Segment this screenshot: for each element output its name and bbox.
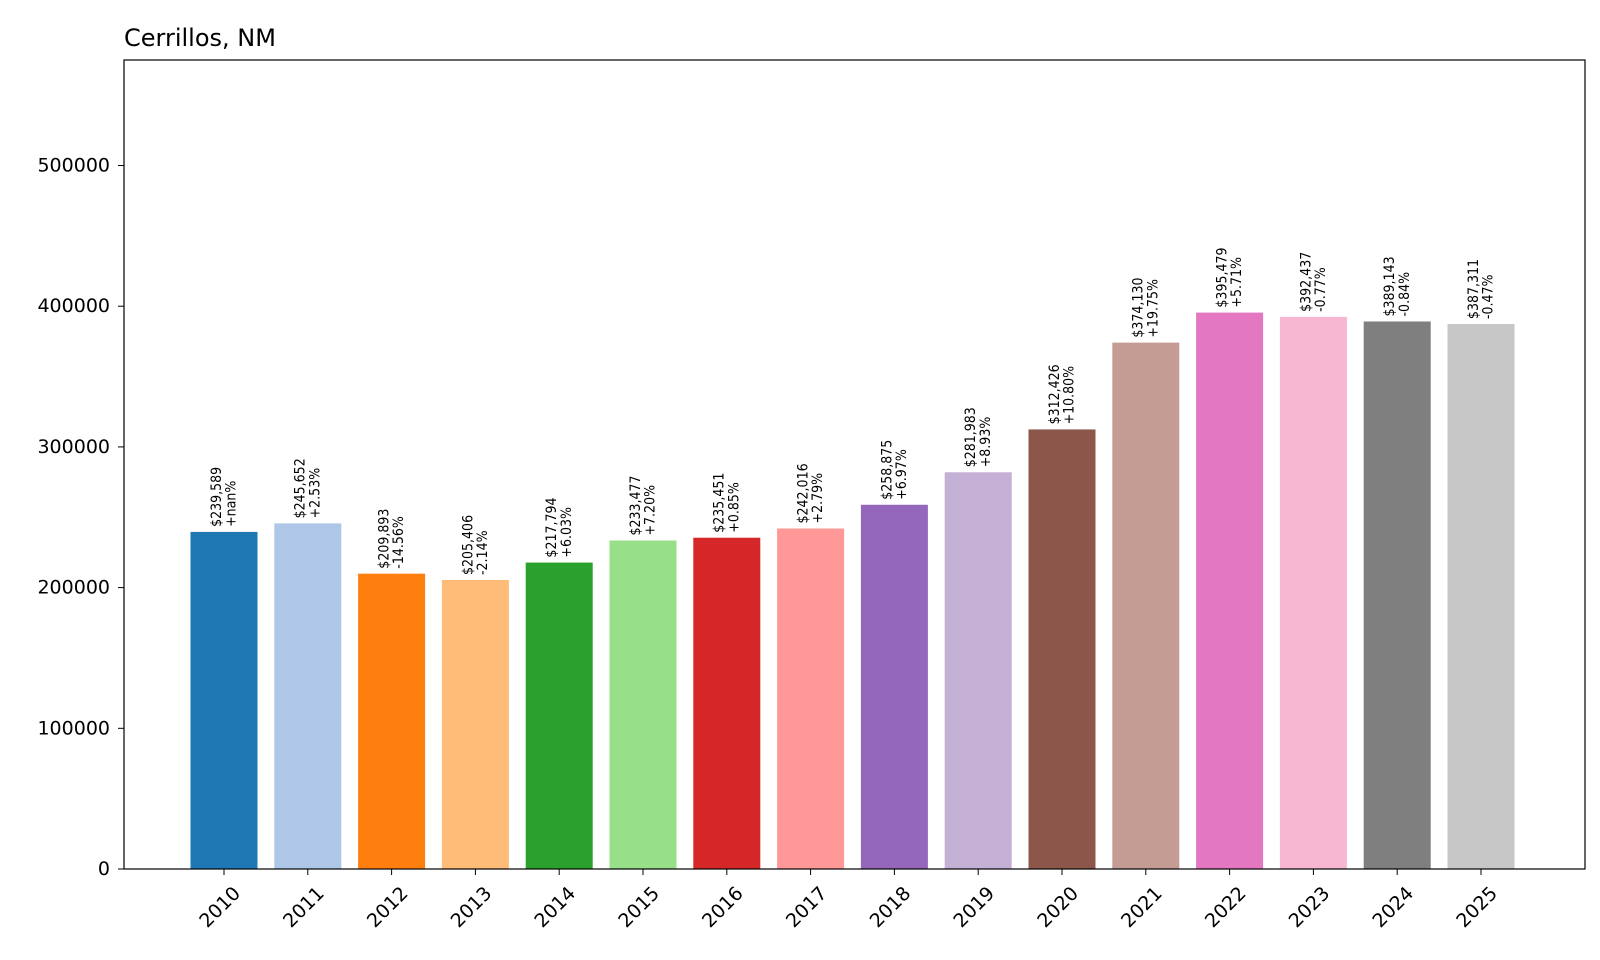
- bar-2019: [944, 472, 1012, 869]
- value-label-2011: $245,652: [293, 458, 309, 518]
- bar-2022: [1196, 312, 1264, 870]
- bar-2010: [190, 531, 258, 869]
- bar-label-2019: $281,983+8.93%: [963, 407, 994, 467]
- change-label-2014: +6.03%: [559, 507, 575, 558]
- y-tick-label-400000: 400000: [37, 295, 110, 317]
- x-tick-label-2024: 2024: [1368, 882, 1418, 932]
- bar-label-2023: $392,437-0.77%: [1298, 252, 1329, 312]
- bar-2017: [777, 528, 845, 869]
- bar-label-2013: $205,406-2.14%: [460, 515, 491, 575]
- x-tick-label-2011: 2011: [279, 882, 329, 932]
- y-tick-label-100000: 100000: [37, 717, 110, 739]
- change-label-2025: -0.47%: [1481, 274, 1497, 319]
- bar-label-2015: $233,477+7.20%: [628, 475, 659, 535]
- bar-labels-group: $239,589+nan% $245,652+2.53% $209,893-14.5…: [209, 247, 1497, 575]
- x-tick-label-2016: 2016: [698, 882, 748, 932]
- bar-label-2017: $242,016+2.79%: [796, 463, 827, 523]
- y-tick-label-300000: 300000: [37, 436, 110, 458]
- change-label-2019: +8.93%: [978, 417, 994, 468]
- bar-2013: [441, 580, 509, 869]
- bar-2012: [358, 573, 426, 869]
- change-label-2024: -0.84%: [1397, 272, 1413, 317]
- x-tick-label-2015: 2015: [614, 882, 664, 932]
- bar-2016: [693, 537, 761, 869]
- change-label-2015: +7.20%: [643, 485, 659, 536]
- bar-2018: [860, 504, 928, 869]
- chart-title: Cerrillos, NM: [124, 24, 276, 52]
- change-label-2016: +0.85%: [726, 482, 742, 533]
- bar-label-2021: $374,130+19.75%: [1131, 278, 1162, 338]
- change-label-2012: -14.56%: [391, 516, 407, 569]
- y-tick-label-500000: 500000: [37, 155, 110, 177]
- x-tick-label-2017: 2017: [782, 882, 832, 932]
- change-label-2023: -0.77%: [1313, 267, 1329, 312]
- value-label-2010: $239,589: [209, 467, 225, 527]
- change-label-2013: -2.14%: [475, 530, 491, 575]
- bar-label-2010: $239,589+nan%: [209, 467, 240, 527]
- value-label-2025: $387,311: [1466, 259, 1482, 319]
- x-tick-label-2020: 2020: [1033, 882, 1083, 932]
- bar-label-2018: $258,875+6.97%: [879, 440, 910, 500]
- change-label-2011: +2.53%: [307, 468, 323, 519]
- value-label-2014: $217,794: [544, 497, 560, 557]
- value-label-2024: $389,143: [1382, 256, 1398, 316]
- change-label-2022: +5.71%: [1229, 257, 1245, 308]
- bar-label-2022: $395,479+5.71%: [1215, 247, 1246, 307]
- bar-2014: [525, 562, 593, 869]
- plot-frame: [123, 59, 1586, 870]
- bar-2011: [274, 523, 342, 869]
- x-tick-label-2014: 2014: [530, 882, 580, 932]
- value-label-2016: $235,451: [712, 473, 728, 533]
- bar-2015: [609, 540, 677, 869]
- x-tick-label-2021: 2021: [1117, 882, 1167, 932]
- value-label-2015: $233,477: [628, 475, 644, 535]
- x-tick-label-2025: 2025: [1452, 882, 1502, 932]
- x-tick-label-2023: 2023: [1285, 882, 1335, 932]
- bar-label-2016: $235,451+0.85%: [712, 473, 743, 533]
- y-axis: 0 100000 200000 300000 400000 500000: [37, 155, 124, 880]
- change-label-2021: +19.75%: [1145, 279, 1161, 338]
- bar-label-2024: $389,143-0.84%: [1382, 256, 1413, 316]
- bars-group: [190, 312, 1515, 870]
- x-tick-label-2022: 2022: [1201, 882, 1251, 932]
- value-label-2013: $205,406: [460, 515, 476, 575]
- value-label-2018: $258,875: [879, 440, 895, 500]
- x-axis: 2010 2011 2012 2013 2014 2015 2016 2017 2018 2019…: [195, 869, 1502, 932]
- x-tick-label-2012: 2012: [363, 882, 413, 932]
- value-label-2021: $374,130: [1131, 278, 1147, 338]
- bar-label-2020: $312,426+10.80%: [1047, 364, 1078, 424]
- bar-2020: [1028, 429, 1096, 869]
- x-tick-label-2019: 2019: [949, 882, 999, 932]
- value-label-2022: $395,479: [1215, 247, 1231, 307]
- bar-label-2014: $217,794+6.03%: [544, 497, 575, 557]
- bar-label-2025: $387,311-0.47%: [1466, 259, 1497, 319]
- bar-2025: [1447, 324, 1515, 869]
- change-label-2010: +nan%: [224, 481, 240, 527]
- bar-label-2011: $245,652+2.53%: [293, 458, 324, 518]
- bar-2024: [1363, 321, 1431, 869]
- x-tick-label-2013: 2013: [447, 882, 497, 932]
- change-label-2017: +2.79%: [810, 473, 826, 524]
- value-label-2020: $312,426: [1047, 364, 1063, 424]
- value-label-2012: $209,893: [377, 509, 393, 569]
- change-label-2018: +6.97%: [894, 449, 910, 500]
- bar-2021: [1112, 342, 1180, 869]
- bar-2023: [1279, 316, 1347, 869]
- x-tick-label-2018: 2018: [866, 882, 916, 932]
- bar-label-2012: $209,893-14.56%: [377, 509, 408, 569]
- y-tick-label-200000: 200000: [37, 577, 110, 599]
- value-label-2017: $242,016: [796, 463, 812, 523]
- value-label-2019: $281,983: [963, 407, 979, 467]
- y-tick-label-0: 0: [98, 858, 110, 880]
- x-tick-label-2010: 2010: [195, 882, 245, 932]
- value-label-2023: $392,437: [1298, 252, 1314, 312]
- change-label-2020: +10.80%: [1062, 366, 1078, 425]
